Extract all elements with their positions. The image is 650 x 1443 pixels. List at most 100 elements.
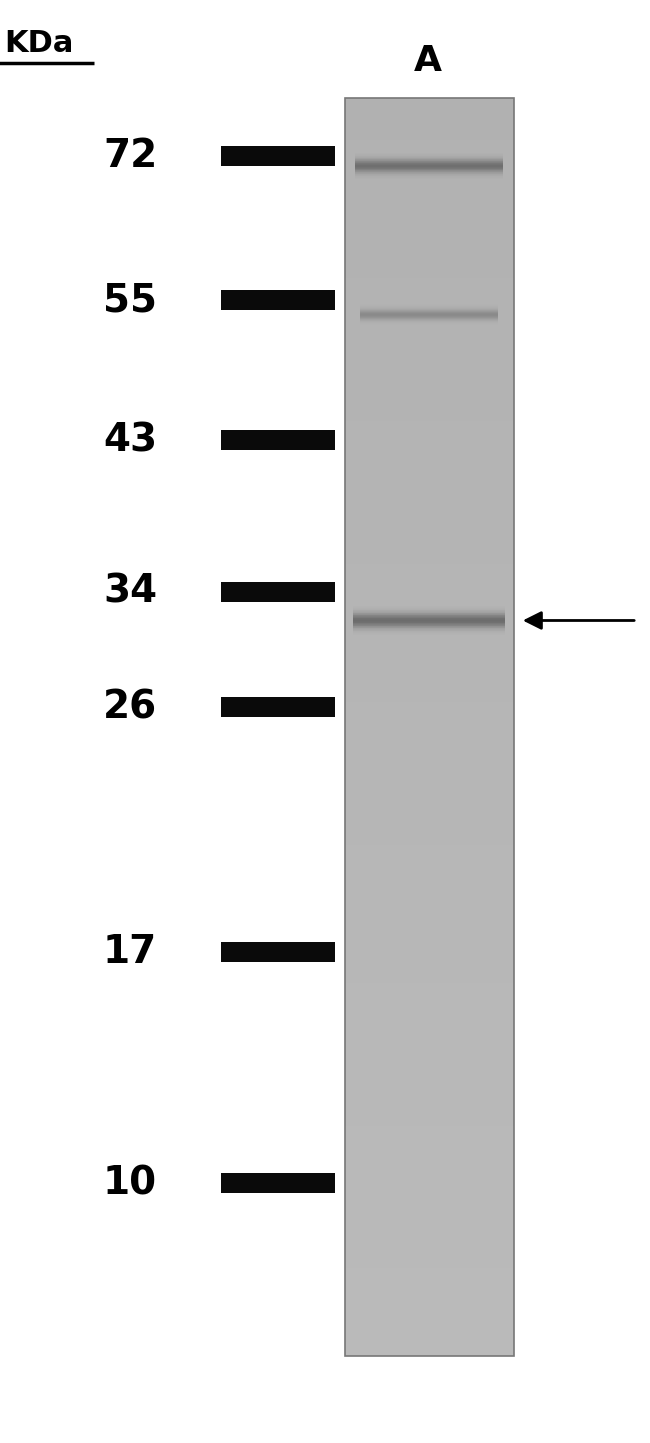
Bar [344,736,514,740]
Bar [344,115,514,120]
Text: 17: 17 [103,934,157,971]
Bar [344,283,514,287]
Bar [344,798,514,802]
Bar [344,820,514,824]
Bar [344,426,514,430]
Bar [344,166,514,169]
Bar [344,307,514,312]
Bar [344,723,514,727]
Bar [344,786,514,791]
Bar [344,1289,514,1293]
Bar [344,1201,514,1205]
Bar [344,807,514,811]
Bar [344,941,514,945]
Bar [344,492,514,496]
Bar [344,437,514,442]
Bar [344,1268,514,1273]
Bar [344,657,514,659]
Bar [344,195,514,199]
Bar [344,303,514,307]
Bar [344,677,514,681]
Bar [344,668,514,672]
Bar [344,136,514,140]
Bar [344,257,514,261]
Text: 34: 34 [103,573,157,610]
Bar [344,1004,514,1009]
Bar [344,848,514,853]
Bar [344,481,514,483]
Bar [344,266,514,270]
Bar [344,1244,514,1247]
Bar [344,752,514,756]
Bar [344,1251,514,1255]
Bar [344,664,514,668]
Bar [344,1332,514,1335]
Bar [344,1130,514,1134]
Bar [344,740,514,745]
Bar [344,496,514,501]
Bar [344,672,514,677]
Bar [344,811,514,815]
Bar [344,1286,514,1289]
Bar [344,1121,514,1126]
Bar [344,1328,514,1332]
Bar [344,291,514,296]
Bar [344,483,514,488]
Bar [344,1235,514,1240]
Bar [344,237,514,241]
Bar [344,1134,514,1139]
Bar [344,1088,514,1092]
Bar [344,1176,514,1180]
Bar [344,1084,514,1088]
Bar [344,883,514,886]
Bar [344,1293,514,1297]
Bar [344,1222,514,1227]
Bar [344,211,514,215]
Bar [344,1198,514,1201]
Bar [344,1033,514,1038]
Bar [221,1173,335,1193]
Bar [344,1075,514,1079]
Bar [344,1159,514,1163]
Bar [344,1013,514,1017]
Bar [344,1214,514,1218]
Bar [344,602,514,606]
Bar [344,329,514,333]
Bar [344,945,514,949]
Bar [344,261,514,266]
Bar [344,1205,514,1209]
Bar [344,778,514,782]
Bar [344,278,514,283]
Bar [344,434,514,437]
Bar [344,522,514,525]
Bar [344,1247,514,1251]
Bar [344,375,514,380]
Bar [344,518,514,522]
Bar [344,1302,514,1306]
Bar [344,1297,514,1302]
Bar [344,219,514,224]
Bar [344,1335,514,1339]
Bar [344,719,514,723]
Bar [344,1348,514,1352]
Bar [344,978,514,983]
Bar [344,417,514,421]
Bar [344,349,514,354]
Bar [344,644,514,648]
Bar [344,1218,514,1222]
Bar [344,606,514,610]
Bar [344,123,514,127]
Bar [344,530,514,534]
Bar [344,102,514,107]
Bar [344,312,514,316]
Bar [344,186,514,190]
Bar [344,1264,514,1268]
Bar [221,146,335,166]
Bar [344,1097,514,1101]
Bar [344,1009,514,1013]
Bar [344,534,514,538]
Bar [344,421,514,426]
Bar [344,250,514,254]
Bar [344,111,514,115]
Bar [344,203,514,208]
